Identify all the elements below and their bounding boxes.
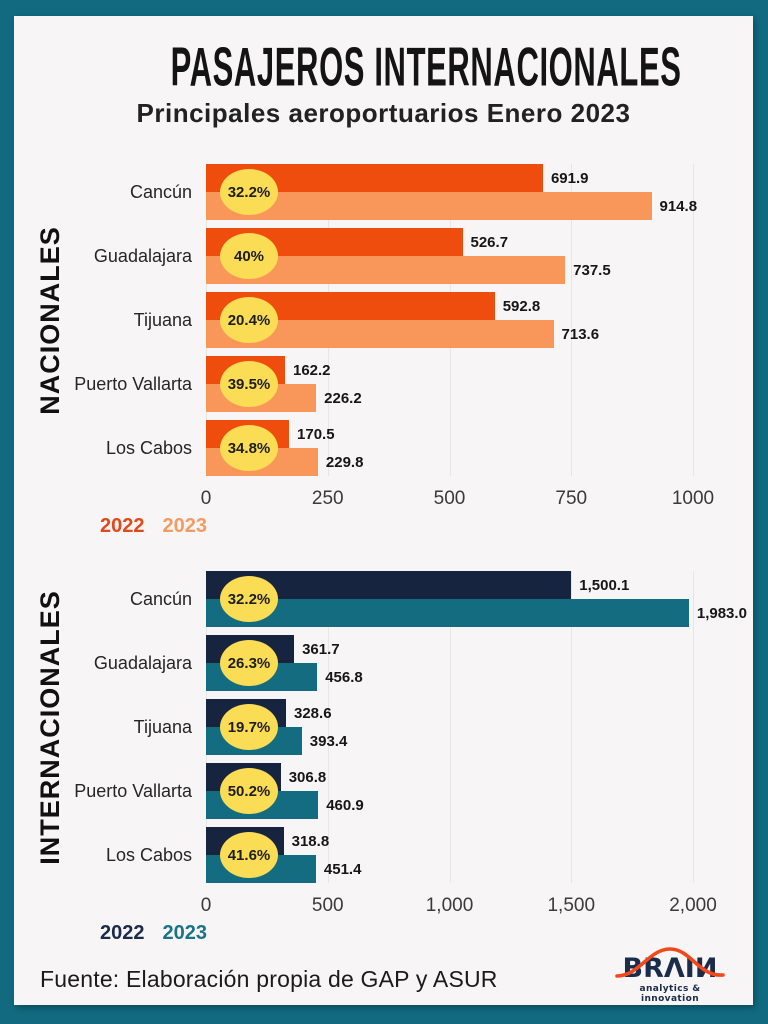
x-axis-internacionales: 0 500 1,000 1,500 2,000 — [201, 891, 717, 917]
value-label-2022: 306.8 — [288, 768, 327, 786]
bar-2023 — [206, 599, 689, 627]
growth-badge: 50.2% — [220, 768, 278, 814]
brand-logo-text: BRΛIИ — [622, 952, 718, 984]
value-label-2023: 713.6 — [561, 325, 600, 343]
axis-tick: 2,000 — [669, 895, 717, 916]
bar-group-los-cabos: Los Cabos 318.8 451.4 41.6% — [86, 827, 753, 883]
axis-tick: 500 — [433, 488, 466, 509]
source-text: Fuente: Elaboración propia de GAP y ASUR — [40, 965, 498, 992]
brand-logo: BRΛIИ analytics & innovation — [609, 946, 731, 1004]
growth-badge: 19.7% — [220, 704, 278, 750]
category-label: Cancún — [129, 181, 192, 202]
value-label-2023: 226.2 — [324, 389, 362, 407]
section-label-internacionales: INTERNACIONALES — [34, 589, 65, 865]
bar-group-tijuana: Tijuana 592.8 713.6 20.4% — [86, 292, 753, 348]
bar-group-cancun: Cancún 1,500.1 1,983.0 32.2% — [86, 571, 753, 627]
value-label-2022: 1,500.1 — [579, 576, 630, 594]
bar-group-guadalajara: Guadalajara 526.7 737.5 40% — [86, 228, 753, 284]
legend-2023-label: 2023 — [162, 515, 208, 537]
value-label-2022: 318.8 — [291, 832, 330, 850]
growth-badge: 39.5% — [220, 361, 278, 407]
axis-tick: 1000 — [671, 488, 715, 509]
legend-2022-label: 2022 — [100, 515, 145, 537]
value-label-2022: 328.6 — [294, 704, 332, 722]
x-axis-nacionales: 0 250 500 750 1000 — [201, 484, 714, 510]
bar-group-tijuana: Tijuana 328.6 393.4 19.7% — [86, 699, 753, 755]
category-label: Cancún — [129, 588, 192, 609]
bar-group-puerto-vallarta: Puerto Vallarta 306.8 460.9 50.2% — [74, 763, 753, 819]
page-title: PASAJEROS INTERNACIONALES — [14, 36, 753, 98]
bar-group-guadalajara: Guadalajara 361.7 456.8 26.3% — [86, 635, 753, 691]
infographic-card: PASAJEROS INTERNACIONALES Principales ae… — [14, 16, 753, 1005]
value-label-2022: 592.8 — [502, 297, 541, 315]
value-label-2023: 737.5 — [573, 261, 611, 279]
axis-tick: 0 — [200, 488, 212, 509]
bar-group-los-cabos: Los Cabos 170.5 229.8 34.8% — [86, 420, 753, 476]
category-label: Los Cabos — [105, 844, 192, 865]
growth-badge: 40% — [220, 233, 278, 279]
growth-badge: 32.2% — [220, 169, 278, 215]
growth-badge: 41.6% — [220, 832, 278, 878]
axis-tick: 250 — [311, 488, 344, 509]
axis-tick: 750 — [555, 488, 588, 509]
bar-group-cancun: Cancún 691.9 914.8 32.2% — [86, 164, 753, 220]
category-label: Puerto Vallarta — [74, 780, 192, 801]
value-label-2022: 162.2 — [292, 361, 331, 379]
axis-tick: 1,000 — [425, 895, 474, 916]
page-subtitle: Principales aeroportuarios Enero 2023 — [136, 98, 631, 128]
legend-nacionales: 2022 2023 — [100, 514, 753, 538]
category-label: Tijuana — [133, 309, 192, 330]
section-nacionales: NACIONALES Cancún 691.9 914.8 32.2% Guad… — [14, 164, 753, 538]
value-label-2023: 229.8 — [325, 453, 364, 471]
footer: Fuente: Elaboración propia de GAP y ASUR… — [40, 946, 731, 1005]
value-label-2022: 691.9 — [550, 169, 589, 187]
category-label: Los Cabos — [105, 437, 192, 458]
bar-group-puerto-vallarta: Puerto Vallarta 162.2 226.2 39.5% — [74, 356, 753, 412]
category-label: Guadalajara — [93, 652, 192, 673]
category-label: Puerto Vallarta — [74, 373, 192, 394]
chart-internacionales: Cancún 1,500.1 1,983.0 32.2% Guadalajara… — [74, 571, 753, 945]
legend-2022-label: 2022 — [100, 922, 145, 944]
page-title-text: PASAJEROS INTERNACIONALES — [170, 36, 682, 98]
logo-tagline: analytics & innovation — [639, 983, 701, 1004]
value-label-2022: 361.7 — [302, 640, 340, 658]
value-label-2023: 1,983.0 — [696, 604, 747, 622]
section-internacionales: INTERNACIONALES Cancún 1,500.1 1,983.0 3… — [14, 571, 753, 945]
value-label-2022: 526.7 — [470, 233, 509, 251]
value-label-2022: 170.5 — [297, 425, 335, 443]
category-label: Guadalajara — [93, 245, 192, 266]
value-label-2023: 451.4 — [323, 860, 362, 878]
bar-2023 — [206, 192, 652, 220]
section-label-nacionales: NACIONALES — [34, 225, 65, 415]
legend-2023-label: 2023 — [162, 922, 208, 944]
value-label-2023: 460.9 — [326, 796, 364, 814]
growth-badge: 34.8% — [220, 425, 278, 471]
value-label-2023: 914.8 — [659, 197, 698, 215]
legend-internacionales: 2022 2023 — [100, 921, 753, 945]
category-label: Tijuana — [133, 716, 192, 737]
value-label-2023: 456.8 — [325, 668, 363, 686]
axis-tick: 500 — [311, 895, 344, 916]
growth-badge: 20.4% — [220, 297, 278, 343]
growth-badge: 26.3% — [220, 640, 278, 686]
axis-tick: 1,500 — [547, 895, 596, 916]
chart-nacionales: Cancún 691.9 914.8 32.2% Guadalajara 526… — [74, 164, 753, 538]
axis-tick: 0 — [200, 895, 212, 916]
value-label-2023: 393.4 — [309, 732, 348, 750]
growth-badge: 32.2% — [220, 576, 278, 622]
